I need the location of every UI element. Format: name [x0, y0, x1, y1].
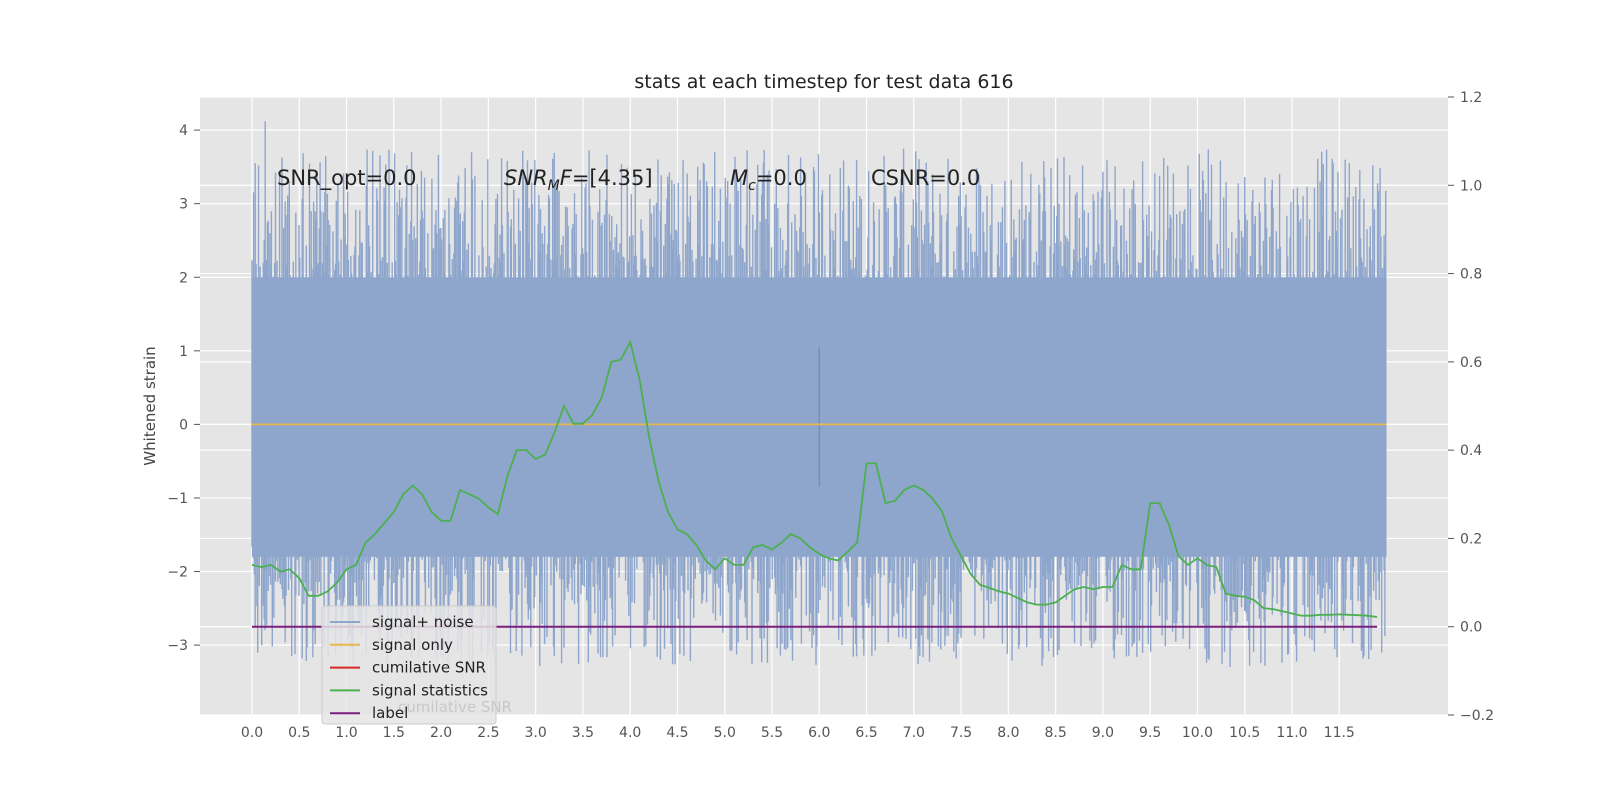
y-axis-ticks: −3 −2 −1 0 1 2 3 4 [167, 123, 200, 654]
x-tick-label: 11.0 [1276, 725, 1307, 741]
legend-label: signal statistics [372, 681, 488, 699]
x-tick-label: 9.0 [1092, 725, 1114, 741]
x-tick-label: 11.5 [1324, 725, 1355, 741]
x-tick-label: 10.0 [1182, 725, 1213, 741]
x-tick-label: 7.5 [950, 725, 972, 741]
legend-hidden-text: cumilative SNR [398, 698, 512, 716]
x-tick-label: 3.5 [572, 725, 594, 741]
chart-title: stats at each timestep for test data 616 [634, 71, 1013, 93]
x-tick-label: 2.5 [477, 725, 499, 741]
annotation-group: SNR_opt=0.0 SNRMF=[4.35] Mc=0.0 CSNR=0.0 [277, 166, 980, 194]
legend-label: label [372, 704, 408, 722]
y-tick-label: 4 [179, 123, 188, 139]
snr-opt-annotation: SNR_opt=0.0 [277, 166, 417, 191]
secondary-y-axis-ticks: −0.2 0.0 0.2 0.4 0.6 0.8 1.0 1.2 [1448, 90, 1494, 724]
y-tick-label: −2 [167, 565, 188, 581]
signal-noise-series [251, 121, 1387, 667]
x-tick-label: 0.5 [288, 725, 310, 741]
y-tick-label: 3 [179, 197, 188, 213]
snr-mf-value: =[4.35] [572, 166, 653, 190]
legend-label: signal+ noise [372, 613, 474, 631]
mc-annotation: Mc=0.0 [730, 166, 807, 194]
y2-tick-label: 1.2 [1460, 90, 1482, 106]
x-tick-label: 4.0 [619, 725, 641, 741]
y-tick-label: 0 [179, 417, 188, 433]
mc-value: =0.0 [756, 166, 807, 190]
y-tick-label: −1 [167, 491, 188, 507]
x-tick-label: 0.0 [241, 725, 263, 741]
x-axis-ticks: 0.0 0.5 1.0 1.5 2.0 2.5 3.0 3.5 4.0 4.5 5.0 5.5 6.0 6… [241, 725, 1355, 741]
x-tick-label: 9.5 [1139, 725, 1161, 741]
x-tick-label: 4.5 [666, 725, 688, 741]
y-tick-label: 2 [179, 270, 188, 286]
x-tick-label: 1.5 [383, 725, 405, 741]
y2-tick-label: 0.4 [1460, 443, 1482, 459]
y2-tick-label: 0.0 [1460, 620, 1482, 636]
y2-tick-label: 0.2 [1460, 531, 1482, 547]
legend-box [321, 605, 497, 725]
x-tick-label: 8.5 [1045, 725, 1067, 741]
y2-tick-label: 0.8 [1460, 267, 1482, 283]
x-tick-label: 1.0 [335, 725, 357, 741]
y-tick-label: 1 [179, 344, 188, 360]
legend: cumilative SNR signal+ noise signal only c… [321, 605, 512, 725]
legend-label: cumilative SNR [372, 659, 486, 677]
x-tick-label: 10.5 [1229, 725, 1260, 741]
x-tick-label: 8.0 [997, 725, 1019, 741]
x-tick-label: 5.5 [761, 725, 783, 741]
y-axis-label: Whitened strain [141, 346, 159, 465]
y2-tick-label: −0.2 [1460, 708, 1494, 724]
mc-subscript: c [748, 178, 756, 194]
snr-mf-subscript: M [548, 178, 560, 194]
x-tick-label: 2.0 [430, 725, 452, 741]
noise-spikes [251, 121, 1387, 667]
y2-tick-label: 1.0 [1460, 178, 1482, 194]
series-line-signal-statistics [251, 339, 1378, 618]
x-tick-label: 3.0 [525, 725, 547, 741]
x-tick-label: 6.5 [855, 725, 877, 741]
snr-mf-annotation: SNRMF=[4.35] [504, 166, 653, 194]
y2-tick-label: 0.6 [1460, 355, 1482, 371]
x-tick-label: 6.0 [808, 725, 830, 741]
x-tick-label: 7.0 [903, 725, 925, 741]
x-tick-label: 5.0 [714, 725, 736, 741]
legend-label: signal only [372, 636, 453, 654]
csnr-annotation: CSNR=0.0 [871, 166, 980, 190]
y-tick-label: −3 [167, 638, 188, 654]
